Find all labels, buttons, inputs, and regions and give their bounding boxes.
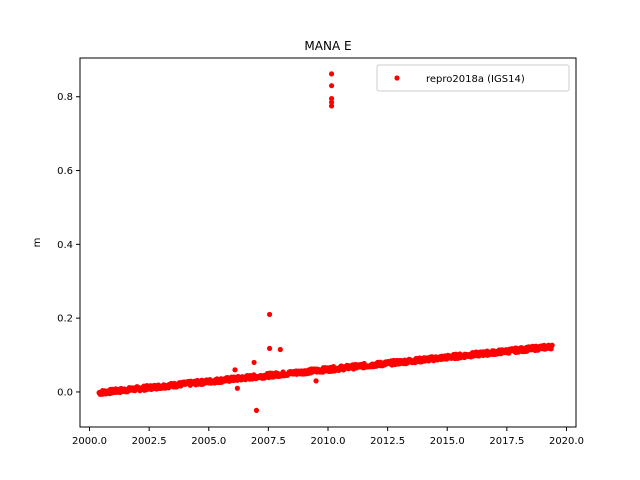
legend-marker: [394, 75, 400, 81]
data-point-outlier: [266, 311, 273, 318]
x-tick-label: 2005.0: [191, 436, 226, 447]
data-point-outlier: [328, 83, 335, 89]
x-tick-label: 2010.0: [311, 436, 346, 447]
y-tick-label: 0.8: [57, 92, 73, 103]
x-tick-label: 2017.5: [489, 436, 524, 447]
y-tick-label: 0.6: [57, 166, 73, 177]
x-axis: 2000.0 2002.5 2005.0 2007.5 2010.0 2012.5 2015…: [72, 427, 584, 447]
data-point-outlier: [328, 103, 335, 109]
x-tick-label: 2007.5: [251, 436, 286, 447]
data-point-outlier: [328, 95, 335, 102]
y-axis: 0.0 0.2 0.4 0.6 0.8: [57, 92, 80, 398]
data-point-outlier: [277, 346, 283, 353]
data-point-outlier: [266, 345, 273, 352]
y-tick-label: 0.4: [57, 240, 73, 251]
data-point-outlier: [313, 378, 319, 384]
x-tick-label: 2000.0: [72, 436, 107, 447]
y-tick-label: 0.2: [57, 314, 73, 325]
legend-label: repro2018a (IGS14): [426, 74, 525, 85]
x-tick-label: 2015.0: [430, 436, 465, 447]
data-point-outlier: [251, 359, 257, 366]
x-tick-label: 2020.0: [549, 436, 584, 447]
data-point-outlier: [328, 99, 335, 105]
data-point-outlier: [234, 385, 240, 391]
data-point: [549, 342, 555, 348]
y-axis-label: m: [32, 238, 43, 248]
chart-title: MANA E: [304, 39, 351, 53]
x-tick-label: 2002.5: [132, 436, 167, 447]
data-point-outlier: [328, 71, 335, 77]
data-point-outlier: [253, 407, 260, 413]
y-tick-label: 0.0: [57, 387, 73, 398]
legend-box: [376, 64, 570, 92]
legend: repro2018a (IGS14): [376, 64, 570, 92]
plot-area: [96, 71, 555, 413]
x-tick-label: 2012.5: [370, 436, 405, 447]
data-point-outlier: [232, 367, 238, 373]
